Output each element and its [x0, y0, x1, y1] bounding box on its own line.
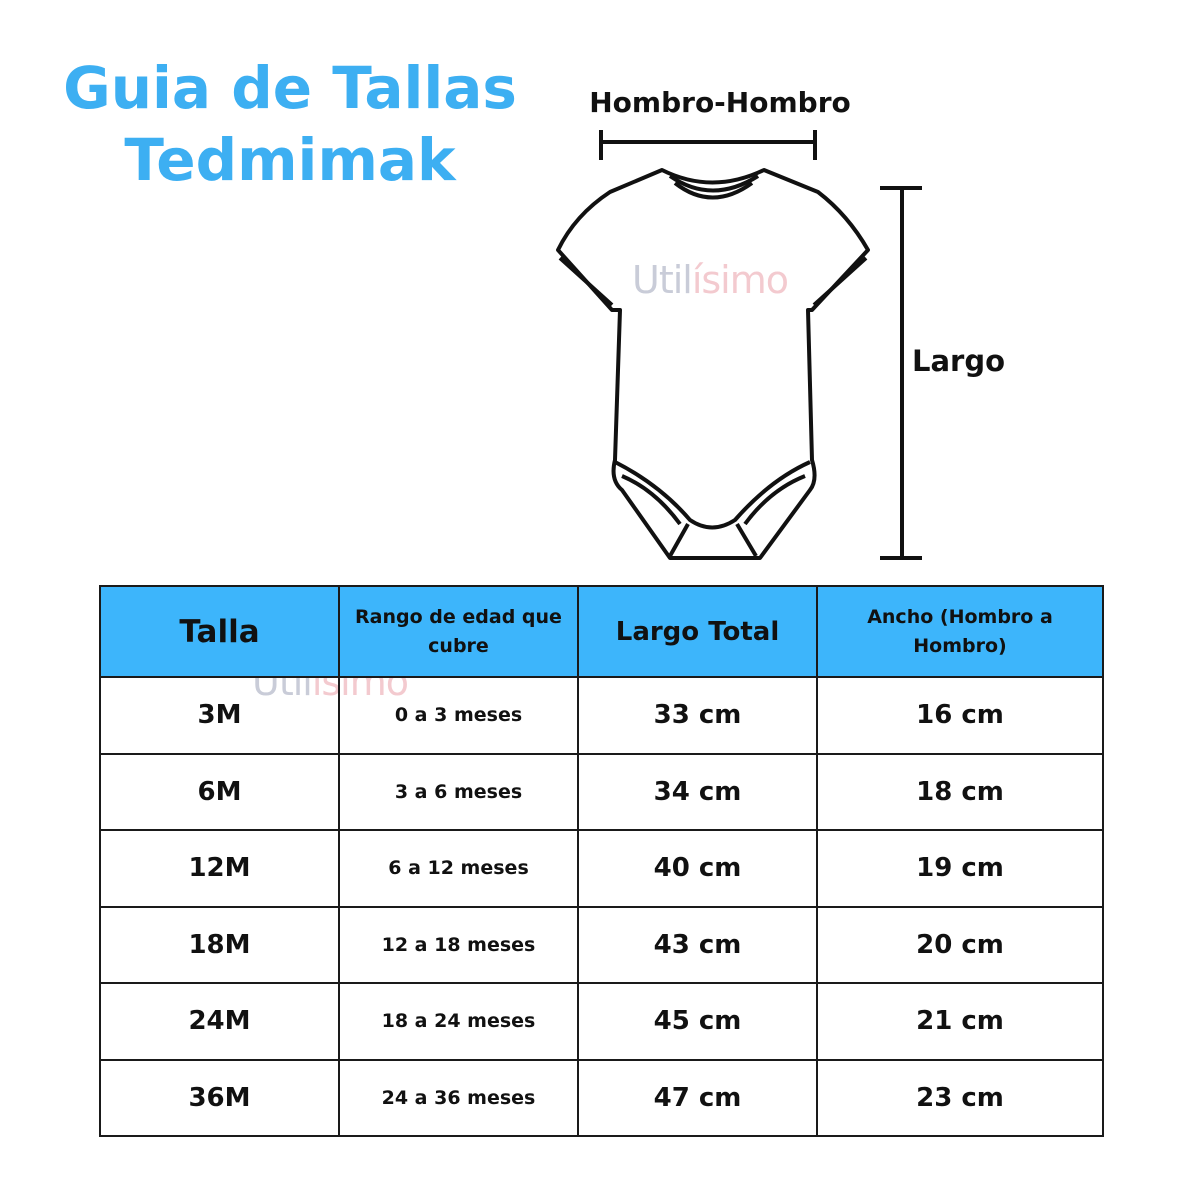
- table-row: 3M 0 a 3 meses 33 cm 16 cm: [99, 676, 1104, 755]
- header-talla: Talla: [99, 585, 340, 678]
- cell-length: 34 cm: [577, 752, 818, 831]
- cell-size: 12M: [99, 829, 340, 908]
- cell-width: 19 cm: [816, 829, 1104, 908]
- page-title: Guia de Tallas Tedmimak: [63, 54, 517, 194]
- table-header-row: Talla Rango de edad que cubre Largo Tota…: [99, 585, 1104, 678]
- table-row: 6M 3 a 6 meses 34 cm 18 cm: [99, 752, 1104, 831]
- length-measure-line: [880, 186, 922, 560]
- cell-size: 3M: [99, 676, 340, 755]
- shoulder-label: Hombro-Hombro: [589, 86, 851, 119]
- table-row: 18M 12 a 18 meses 43 cm 20 cm: [99, 905, 1104, 984]
- cell-width: 21 cm: [816, 982, 1104, 1061]
- header-width: Ancho (Hombro a Hombro): [816, 585, 1104, 678]
- cell-size: 24M: [99, 982, 340, 1061]
- cell-length: 43 cm: [577, 905, 818, 984]
- header-length: Largo Total: [577, 585, 818, 678]
- table-row: 24M 18 a 24 meses 45 cm 21 cm: [99, 982, 1104, 1061]
- cell-length: 45 cm: [577, 982, 818, 1061]
- cell-length: 33 cm: [577, 676, 818, 755]
- cell-length: 40 cm: [577, 829, 818, 908]
- header-age-range: Rango de edad que cubre: [338, 585, 579, 678]
- cell-width: 18 cm: [816, 752, 1104, 831]
- cell-width: 23 cm: [816, 1058, 1104, 1137]
- cell-age-range: 0 a 3 meses: [338, 676, 579, 755]
- table-row: 12M 6 a 12 meses 40 cm 19 cm: [99, 829, 1104, 908]
- cell-age-range: 6 a 12 meses: [338, 829, 579, 908]
- bodysuit-outline: [556, 168, 870, 560]
- cell-width: 20 cm: [816, 905, 1104, 984]
- cell-age-range: 18 a 24 meses: [338, 982, 579, 1061]
- cell-age-range: 3 a 6 meses: [338, 752, 579, 831]
- watermark-logo: Utilísimo: [632, 258, 789, 302]
- cell-length: 47 cm: [577, 1058, 818, 1137]
- length-label: Largo: [912, 344, 1006, 378]
- bodysuit-diagram: [556, 130, 922, 560]
- cell-age-range: 12 a 18 meses: [338, 905, 579, 984]
- cell-size: 36M: [99, 1058, 340, 1137]
- cell-age-range: 24 a 36 meses: [338, 1058, 579, 1137]
- table-row: 36M 24 a 36 meses 47 cm 23 cm: [99, 1058, 1104, 1137]
- cell-width: 16 cm: [816, 676, 1104, 755]
- size-table: Talla Rango de edad que cubre Largo Tota…: [99, 585, 1104, 1137]
- cell-size: 18M: [99, 905, 340, 984]
- shoulder-measure-line: [599, 130, 817, 160]
- cell-size: 6M: [99, 752, 340, 831]
